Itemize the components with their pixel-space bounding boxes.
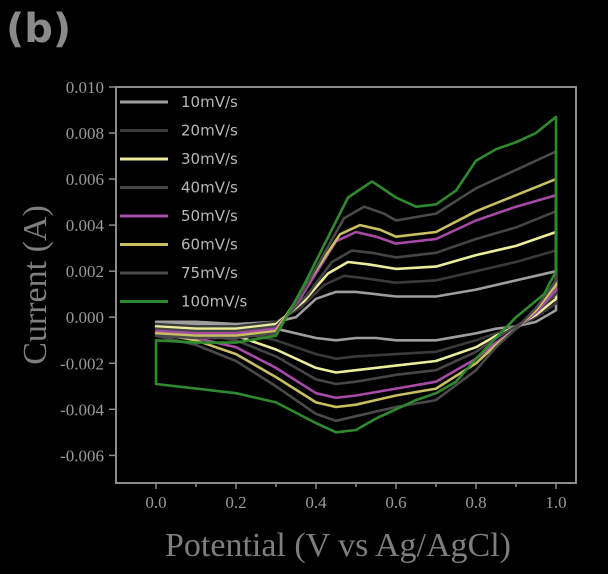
x-tick-label-2: 0.4 <box>305 493 327 512</box>
y-axis-title: Current (A) <box>17 205 54 365</box>
x-tick-label-3: 0.6 <box>385 493 406 512</box>
series-line-7 <box>154 115 558 434</box>
y-axis: 0.010 0.008 0.006 0.004 0.002 0.000 -0.002 -0.0… <box>60 78 116 465</box>
series-line-1 <box>154 249 558 360</box>
legend-label-2: 30mV/s <box>181 150 238 168</box>
legend-label-0: 10mV/s <box>181 93 238 111</box>
panel-label: (b) <box>6 6 71 52</box>
series-line-4 <box>154 193 558 400</box>
x-tick-label-0: 0.0 <box>145 493 166 512</box>
curves-layer <box>154 115 558 434</box>
x-tick-label-4: 0.8 <box>465 493 486 512</box>
x-tick-label-1: 0.2 <box>225 493 246 512</box>
series-line-3 <box>154 210 558 386</box>
y-tick-label-2: 0.006 <box>66 170 104 189</box>
x-tick-label-5: 1.0 <box>545 493 566 512</box>
y-tick-label-7: -0.004 <box>60 400 104 419</box>
y-tick-label-5: 0.000 <box>66 308 104 327</box>
legend-label-6: 75mV/s <box>181 264 238 282</box>
legend-label-5: 60mV/s <box>181 236 238 254</box>
legend-label-7: 100mV/s <box>181 293 248 311</box>
series-line-6 <box>154 150 558 423</box>
y-tick-label-8: -0.006 <box>60 446 104 465</box>
legend-label-4: 50mV/s <box>181 207 238 225</box>
series-line-2 <box>154 230 558 374</box>
x-axis-title: Potential (V vs Ag/AgCl) <box>165 527 511 564</box>
legend: 10mV/s 20mV/s 30mV/s 40mV/s 50mV/s 60mV/s 75mV… <box>120 93 248 311</box>
legend-label-1: 20mV/s <box>181 122 238 140</box>
x-axis: 0.0 0.2 0.4 0.6 0.8 1.0 <box>145 483 567 512</box>
y-tick-label-0: 0.010 <box>66 78 104 97</box>
y-tick-label-6: -0.002 <box>60 354 104 373</box>
y-tick-label-4: 0.002 <box>66 262 104 281</box>
legend-label-3: 40mV/s <box>181 179 238 197</box>
plot-frame <box>115 86 577 484</box>
y-tick-label-3: 0.004 <box>66 216 105 235</box>
y-tick-label-1: 0.008 <box>66 124 104 143</box>
